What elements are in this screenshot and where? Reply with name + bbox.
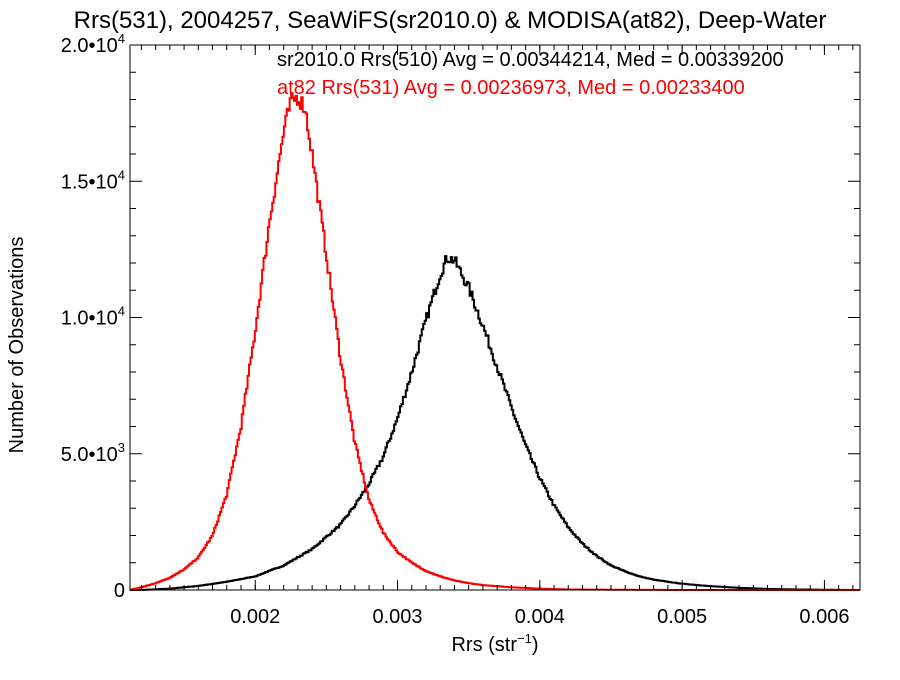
x-tick-label: 0.002 (230, 606, 280, 628)
x-tick-label: 0.004 (515, 606, 565, 628)
series-line-sr2010-rrs510 (130, 255, 860, 591)
x-axis-label-superscript: −1 (517, 631, 532, 646)
x-tick-label: 0.003 (372, 606, 422, 628)
y-axis: 0 5.0•103 1.0•104 1.5•104 2.0•104 (61, 31, 860, 602)
x-axis-label: Rrs (str−1) (451, 631, 538, 656)
y-tick-label: 2.0•104 (61, 31, 125, 57)
legend-entry-at82-rrs531: at82 Rrs(531) Avg = 0.00236973, Med = 0.… (277, 77, 745, 99)
x-tick-label: 0.005 (657, 606, 707, 628)
x-axis: 0.002 0.003 0.004 0.005 0.006 (140, 45, 854, 628)
legend-entry-sr2010-rrs510: sr2010.0 Rrs(510) Avg = 0.00344214, Med … (277, 49, 784, 71)
y-tick-label: 5.0•103 (61, 440, 125, 466)
y-tick-label: 1.0•104 (61, 304, 125, 330)
y-tick-label: 0 (114, 580, 125, 602)
x-tick-label: 0.006 (799, 606, 849, 628)
y-axis-label: Number of Observations (6, 237, 28, 454)
legend: sr2010.0 Rrs(510) Avg = 0.00344214, Med … (277, 49, 784, 99)
chart-title: Rrs(531), 2004257, SeaWiFS(sr2010.0) & M… (74, 7, 827, 34)
y-tick-label: 1.5•104 (61, 167, 125, 193)
